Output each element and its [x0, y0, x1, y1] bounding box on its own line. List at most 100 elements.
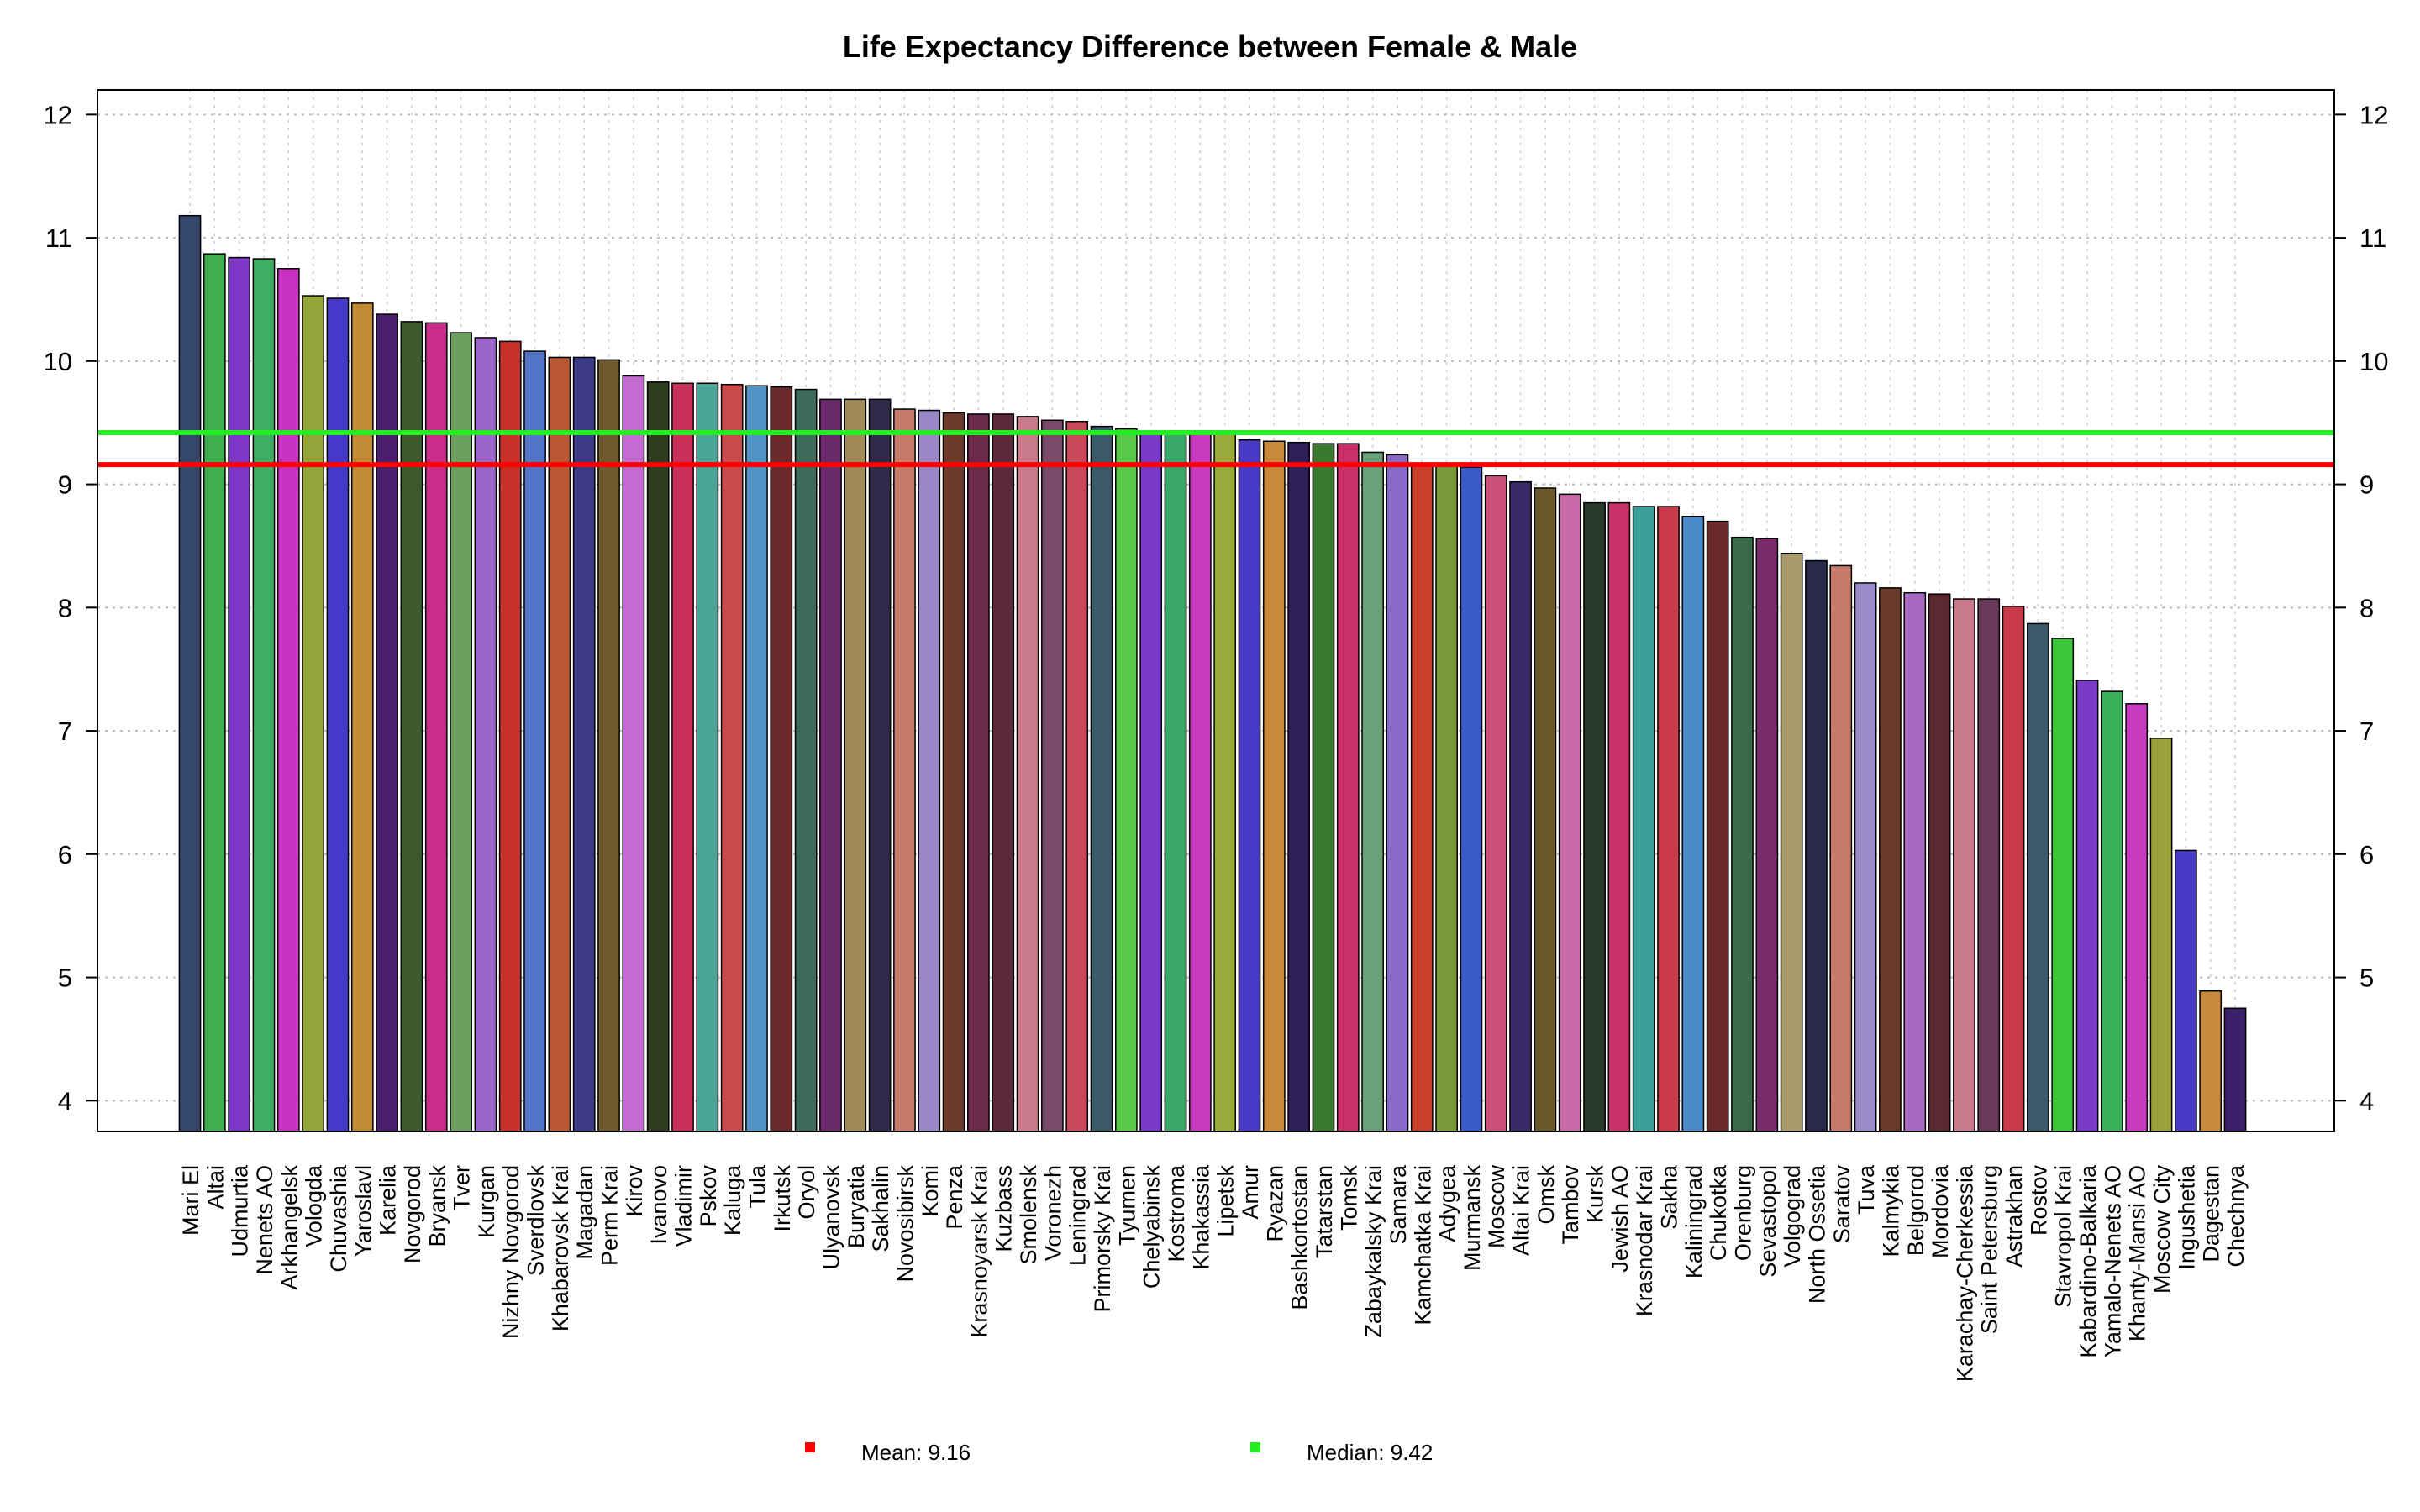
x-tick-label: Khabarovsk Krai — [548, 1165, 573, 1331]
bar — [1484, 475, 1507, 1132]
y-tick-label: 9 — [58, 470, 72, 500]
x-tick-label: Dagestan — [2199, 1165, 2224, 1263]
bar — [1854, 582, 1877, 1132]
x-tick-label: Bryansk — [424, 1165, 450, 1247]
x-tick-label: Belgorod — [1903, 1165, 1928, 1256]
bar — [1607, 501, 1631, 1132]
x-tick-label: Krasnoyarsk Krai — [966, 1165, 992, 1338]
bar — [326, 297, 350, 1132]
bar — [1805, 559, 1828, 1132]
x-tick-label: Tambov — [1558, 1165, 1583, 1245]
y-tick-label: 8 — [58, 593, 72, 622]
bar — [2149, 738, 2173, 1132]
bar — [450, 332, 472, 1132]
x-tick-label: Tula — [744, 1164, 770, 1209]
bar — [2174, 849, 2197, 1132]
x-tick-label: Komi — [918, 1165, 943, 1217]
bar — [794, 388, 818, 1132]
bar — [302, 295, 324, 1132]
x-tick-label: Amur — [1238, 1165, 1263, 1220]
x-tick-label: Kurgan — [474, 1165, 499, 1238]
bar — [1238, 439, 1261, 1132]
x-tick-label: Moscow — [1484, 1165, 1509, 1249]
bar — [819, 398, 842, 1132]
x-tick-label: Smolensk — [1016, 1165, 1041, 1265]
bar — [868, 398, 892, 1132]
bar — [1090, 425, 1113, 1132]
x-tick-label: Karelia — [376, 1164, 401, 1236]
bar — [1780, 553, 1803, 1132]
bar — [1287, 441, 1310, 1132]
x-tick-label: Altai — [203, 1165, 228, 1210]
bar — [474, 337, 497, 1132]
x-tick-label: Adygea — [1435, 1164, 1460, 1242]
x-tick-label: Jewish AO — [1607, 1165, 1633, 1273]
y-tick-label: 11 — [2360, 223, 2386, 253]
x-tick-label: Bashkortostan — [1287, 1165, 1313, 1310]
x-tick-label: Sevastopol — [1755, 1165, 1781, 1278]
y-tick-label: 10 — [44, 347, 72, 376]
x-tick-label: Samara — [1386, 1164, 1411, 1245]
bar — [1928, 593, 1951, 1132]
bar — [424, 322, 448, 1132]
y-tick-label: 7 — [58, 717, 72, 746]
x-tick-label: Stavropol Krai — [2051, 1165, 2076, 1308]
y-tick-label: 4 — [58, 1086, 72, 1116]
y-tick-label: 12 — [44, 100, 72, 129]
x-tick-label: Ryazan — [1262, 1165, 1287, 1242]
legend-label: Mean: 9.16 — [861, 1440, 971, 1465]
bar — [400, 321, 424, 1132]
x-tick-label: Perm Krai — [597, 1165, 623, 1266]
bar — [2223, 1007, 2247, 1132]
bar — [1213, 432, 1237, 1132]
x-tick-label: Zabaykalsky Krai — [1361, 1165, 1386, 1338]
y-tick-label: 6 — [2360, 840, 2374, 869]
x-tick-label: Sverdlovsk — [523, 1165, 549, 1277]
bar — [844, 398, 867, 1132]
x-tick-label: Volgograd — [1780, 1165, 1805, 1268]
bar — [1115, 428, 1138, 1132]
bar — [1755, 538, 1779, 1132]
bar — [770, 386, 793, 1132]
x-tick-label: Pskov — [696, 1165, 721, 1227]
x-tick-label: Ivanovo — [646, 1165, 671, 1245]
bar — [2199, 990, 2223, 1132]
legend-swatch — [805, 1442, 815, 1452]
bar — [696, 382, 719, 1132]
x-tick-label: Nenets AO — [252, 1165, 277, 1275]
bar — [1534, 487, 1557, 1132]
x-tick-label: Primorsky Krai — [1090, 1165, 1115, 1313]
y-tick-label: 4 — [2360, 1086, 2374, 1116]
x-tick-label: Novosibirsk — [892, 1165, 918, 1283]
x-tick-label: Kaluga — [720, 1164, 745, 1236]
legend-swatch — [1250, 1442, 1260, 1452]
bar — [2051, 638, 2075, 1132]
y-tick-label: 11 — [45, 223, 72, 253]
x-tick-label: Vologda — [302, 1164, 327, 1247]
x-tick-label: Rostov — [2026, 1165, 2051, 1236]
x-tick-label: Irkutsk — [770, 1165, 795, 1232]
x-tick-label: Chukotka — [1706, 1164, 1731, 1261]
bar — [228, 256, 251, 1132]
bar — [2125, 703, 2149, 1132]
x-tick-label: Kirov — [622, 1165, 647, 1217]
bar — [548, 356, 571, 1132]
x-tick-label: Sakha — [1657, 1164, 1682, 1230]
bar — [671, 382, 694, 1132]
y-tick-label: 9 — [2360, 470, 2374, 500]
bar — [1361, 451, 1384, 1132]
bar — [1509, 480, 1532, 1132]
bar — [597, 359, 620, 1132]
bar — [1386, 454, 1409, 1132]
reference-lines — [97, 429, 2334, 468]
x-tick-label: Oryol — [794, 1165, 819, 1220]
x-tick-label: Saratov — [1829, 1165, 1854, 1244]
bar — [1139, 430, 1163, 1132]
x-tick-label: Chechnya — [2223, 1164, 2249, 1268]
x-tick-label: Chelyabinsk — [1139, 1165, 1165, 1289]
bar — [1460, 466, 1483, 1132]
x-tick-label: Sakhalin — [868, 1165, 893, 1252]
x-tick-label: Ingushetia — [2174, 1164, 2199, 1270]
x-tick-label: Kamchatka Krai — [1410, 1165, 1435, 1326]
x-tick-label: Vladimir — [671, 1165, 697, 1247]
